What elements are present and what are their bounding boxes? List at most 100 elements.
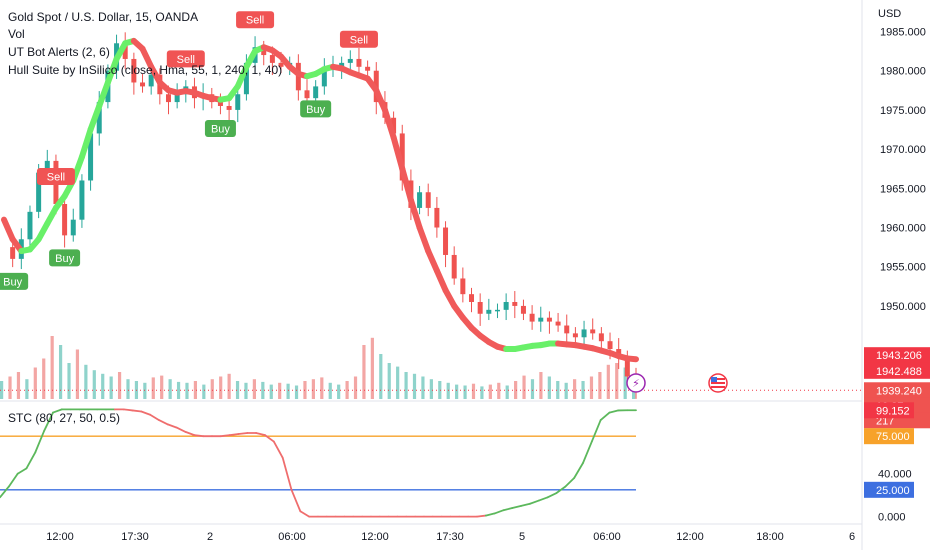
stc-segment (184, 430, 196, 437)
hull-segment (87, 103, 103, 133)
price-tick-label: 1950.000 (880, 301, 926, 313)
volume-bar (404, 372, 408, 399)
us-flag-event-icon (708, 373, 728, 393)
stc-segment (264, 434, 275, 443)
stc-level-badge (864, 481, 914, 498)
candle-body (469, 294, 475, 302)
stc-segment (299, 510, 311, 518)
hull-segment (624, 355, 639, 363)
volume-bar (573, 379, 577, 399)
stc-segment (16, 467, 28, 475)
volume-bar (564, 382, 568, 399)
volume-bar (387, 363, 391, 399)
candle-body (62, 204, 68, 236)
volume-bar (109, 376, 113, 399)
candle-body (235, 94, 241, 110)
hull-segment (425, 248, 440, 274)
hull-segment (390, 134, 406, 172)
volume-bar (505, 385, 509, 399)
signal-box (236, 11, 275, 29)
stc-segment (166, 423, 178, 429)
candle-body (122, 43, 128, 59)
price-tick-label: 1955.000 (880, 262, 926, 274)
volume-bar (598, 372, 602, 399)
stc-segment (511, 505, 523, 509)
signal-label: Buy (211, 124, 230, 136)
volume-bar (480, 386, 484, 399)
stc-segment (122, 408, 134, 412)
volume-bar (362, 345, 366, 399)
candle-body (269, 55, 275, 63)
price-tick-label: 1980.000 (880, 66, 926, 78)
volume-bar (219, 376, 223, 399)
volume-bar (0, 381, 4, 399)
volume-bar (176, 381, 181, 399)
candle-body (503, 302, 509, 310)
time-tick-label: 17:30 (436, 531, 464, 543)
volume-bar (514, 381, 518, 399)
candle-body (261, 47, 267, 56)
stc-tick-label: 40.000 (878, 469, 912, 481)
hull-segment (399, 165, 414, 204)
time-tick-label: 17:30 (121, 531, 149, 543)
hull-segment (78, 126, 94, 160)
candle-body (365, 66, 371, 71)
stc-segment (237, 432, 249, 435)
volume-bar (25, 379, 29, 399)
stc-segment (590, 419, 602, 443)
volume-bar (210, 379, 214, 399)
candle-body (278, 62, 284, 67)
candle-body (96, 102, 102, 134)
sell-signal: Sell (166, 50, 205, 68)
volume-bar (328, 382, 332, 399)
time-tick-label: 12:00 (46, 531, 74, 543)
candle-body (434, 207, 440, 228)
hull-segment (104, 55, 120, 86)
candle-body (590, 329, 596, 334)
signal-label: Sell (47, 172, 65, 184)
stc-segment (476, 514, 487, 518)
candle-body (321, 66, 327, 87)
stc-segment (582, 440, 593, 464)
stc-segment (52, 408, 63, 414)
volume-bar (42, 358, 46, 399)
flag-stripe (711, 386, 725, 388)
candle-body (417, 192, 423, 208)
time-tick-label: 06:00 (278, 531, 306, 543)
volume-bar (556, 381, 560, 399)
hull-segment (416, 224, 432, 255)
candle-body (399, 133, 405, 181)
hull-segment (96, 79, 111, 109)
price-pane[interactable]: Buy Sell Buy Sell Buy Sell Buy Sell ⚡ (0, 11, 862, 399)
candle-body (243, 62, 249, 95)
candle-body (564, 325, 570, 334)
stc-pane[interactable] (0, 408, 637, 518)
candle-body (512, 302, 518, 306)
volume-bar (261, 381, 265, 399)
volume-bar (193, 381, 198, 399)
stc-segment (290, 488, 302, 513)
buy-signal: Buy (49, 249, 81, 267)
buy-signal: Buy (204, 120, 236, 137)
candle-body (391, 117, 397, 134)
volume-bar (429, 379, 433, 399)
stc-segment (255, 432, 266, 437)
stc-segment (25, 451, 37, 470)
axis-background (862, 0, 932, 550)
stc-segment (34, 429, 46, 454)
stc-segment (0, 485, 10, 499)
signal-label: Sell (246, 15, 264, 27)
volume-bar (278, 382, 282, 399)
currency-label: USD (878, 8, 902, 20)
price-axis-badge-label: 1943.206 (876, 350, 922, 362)
volume-bar (438, 381, 442, 399)
candle-body (555, 321, 561, 326)
candle-body (148, 74, 154, 87)
time-tick-label: 12:00 (676, 531, 704, 543)
signal-box (49, 249, 81, 267)
candle-body (624, 356, 630, 377)
candle-body (10, 247, 16, 259)
volume-bar (581, 381, 585, 399)
signal-box (36, 168, 75, 185)
